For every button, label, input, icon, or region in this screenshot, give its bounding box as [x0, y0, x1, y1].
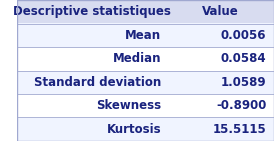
Text: -0.8900: -0.8900	[216, 99, 266, 112]
Bar	[17, 0, 274, 24]
Bar	[17, 70, 274, 94]
Text: Value: Value	[202, 5, 238, 18]
Text: Kurtosis: Kurtosis	[107, 123, 161, 136]
Bar	[17, 47, 274, 70]
Text: 0.0056: 0.0056	[221, 29, 266, 42]
Bar	[17, 24, 274, 47]
Text: Skewness: Skewness	[96, 99, 161, 112]
Text: 15.5115: 15.5115	[213, 123, 266, 136]
Text: Median: Median	[113, 52, 161, 65]
Text: 0.0584: 0.0584	[221, 52, 266, 65]
Text: Standard deviation: Standard deviation	[34, 76, 161, 89]
Bar	[17, 94, 274, 117]
Text: 1.0589: 1.0589	[221, 76, 266, 89]
Bar	[17, 117, 274, 141]
Text: Mean: Mean	[125, 29, 161, 42]
Text: Descriptive statistiques: Descriptive statistiques	[13, 5, 171, 18]
